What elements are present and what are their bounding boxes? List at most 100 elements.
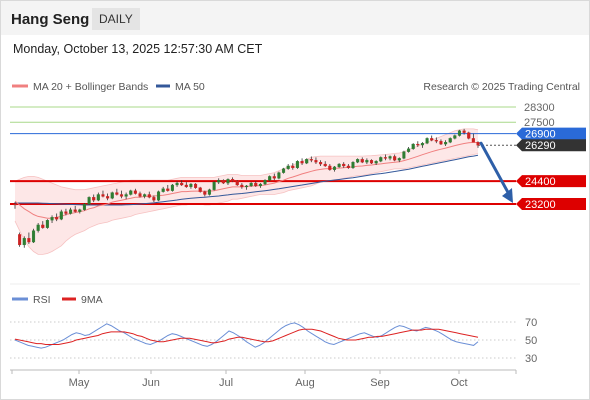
candle xyxy=(342,162,346,168)
chart-title: Hang Seng xyxy=(11,11,90,28)
candle xyxy=(258,183,262,188)
candle-body xyxy=(286,165,290,169)
candle-body xyxy=(342,163,346,167)
candle-body xyxy=(115,192,119,195)
candlestick-layer xyxy=(13,128,480,248)
candle xyxy=(156,190,161,202)
candle-body xyxy=(129,190,133,195)
candle-body xyxy=(143,194,147,197)
candle-body xyxy=(374,161,378,164)
candle-body xyxy=(166,188,170,191)
last-price-tag-bg xyxy=(516,139,586,152)
candle-body xyxy=(314,160,318,163)
candle xyxy=(319,160,323,166)
candle-body xyxy=(416,143,420,146)
candle-body xyxy=(194,183,198,188)
legend-rsi-label: RSI xyxy=(33,294,51,306)
candle xyxy=(388,155,392,161)
candle xyxy=(152,195,156,203)
candle xyxy=(50,215,54,224)
candle-body xyxy=(13,203,17,206)
candle-body xyxy=(402,151,406,159)
candle-body xyxy=(448,138,452,143)
current-tag-text: 26900 xyxy=(525,129,556,141)
rsi-ma-line xyxy=(14,328,479,345)
candle-body xyxy=(138,193,142,197)
rsi-tick-label: 30 xyxy=(525,353,537,365)
x-tick-label: Jul xyxy=(219,377,233,389)
candle-body xyxy=(356,159,360,163)
candle xyxy=(82,203,87,211)
candle xyxy=(18,232,22,247)
candle xyxy=(198,186,202,193)
candle xyxy=(416,141,420,147)
candle-body xyxy=(337,163,341,168)
x-tick-label: Aug xyxy=(295,377,315,389)
candle-body xyxy=(198,187,202,192)
candle-body xyxy=(156,191,161,201)
candle xyxy=(402,150,406,160)
candle-body xyxy=(249,182,253,187)
candle xyxy=(439,139,443,146)
candle xyxy=(393,154,397,162)
candle-body xyxy=(471,138,475,143)
candle-body xyxy=(351,162,355,169)
candle-body xyxy=(411,143,415,149)
candle xyxy=(212,181,216,191)
candle-body xyxy=(69,209,73,214)
candle-body xyxy=(268,176,272,181)
candle xyxy=(305,158,309,165)
candle xyxy=(462,128,466,135)
support-tag-1: 24400 xyxy=(516,175,586,188)
x-tick-label: Oct xyxy=(450,377,467,389)
candle-body xyxy=(50,217,54,221)
candle-body xyxy=(235,181,239,186)
candle-body xyxy=(203,191,207,195)
last-price-tag: 26290 xyxy=(516,139,586,152)
candle-body xyxy=(467,132,471,139)
candle-body xyxy=(240,184,244,188)
candle xyxy=(96,192,100,202)
candle xyxy=(360,157,364,164)
candle xyxy=(453,134,457,140)
candle xyxy=(129,189,133,196)
candle-body xyxy=(36,224,40,231)
legend-ma20-label: MA 20 + Bollinger Bands xyxy=(33,81,148,93)
chart-header: Hang Seng DAILY xyxy=(1,1,589,35)
candle-body xyxy=(152,197,156,201)
candle xyxy=(476,141,480,148)
chart-credit: Research © 2025 Trading Central xyxy=(423,81,580,93)
candle-body xyxy=(221,180,225,184)
candle xyxy=(369,159,374,165)
candle-body xyxy=(309,159,313,161)
candle-body xyxy=(59,211,63,220)
candle xyxy=(147,191,151,199)
candle-body xyxy=(110,192,114,199)
candle-body xyxy=(175,182,179,186)
candle xyxy=(55,213,59,222)
candle-body xyxy=(476,142,480,146)
candle-body xyxy=(425,138,429,144)
candle-body xyxy=(45,220,49,228)
candle xyxy=(226,178,230,185)
candle xyxy=(207,188,212,196)
candle xyxy=(444,140,448,146)
candle-body xyxy=(73,209,77,212)
candle xyxy=(59,209,63,221)
candle-body xyxy=(170,184,174,191)
x-axis-labels: May Jun Jul Aug Sep Oct xyxy=(11,370,517,389)
support-tag-2: 23200 xyxy=(516,198,586,211)
candle-body xyxy=(92,197,96,201)
candle xyxy=(235,180,239,186)
candle-body xyxy=(55,217,59,220)
candle xyxy=(194,183,198,189)
candle-body xyxy=(124,194,128,197)
candle-body xyxy=(393,156,397,161)
candle xyxy=(92,194,96,203)
forecast-arrow-shaft xyxy=(479,141,512,198)
timeframe-badge[interactable]: DAILY xyxy=(92,8,140,30)
candle-body xyxy=(31,230,36,243)
candle-body xyxy=(439,141,443,145)
candle-body xyxy=(360,159,364,163)
candle xyxy=(365,158,369,165)
